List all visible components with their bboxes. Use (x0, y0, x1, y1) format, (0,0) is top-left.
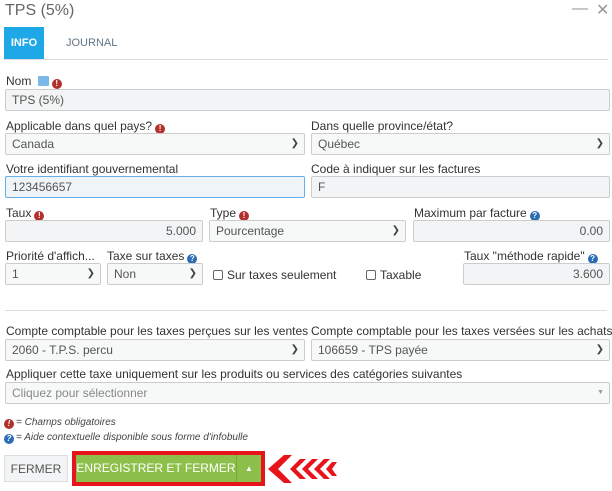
nom-label-text: Nom (6, 74, 32, 88)
required-icon: ! (34, 211, 45, 221)
legend-help: ? = Aide contextuelle disponible sous for… (4, 432, 248, 444)
categories-label: Appliquer cette taxe uniquement sur les … (6, 367, 463, 381)
help-icon: ? (4, 434, 14, 444)
pays-label-text: Applicable dans quel pays? (6, 119, 153, 133)
required-icon: ! (4, 419, 14, 429)
identifiant-input[interactable]: 123456657 (5, 176, 305, 198)
compte-achats-value: 106659 - TPS payée (318, 343, 428, 357)
legend-required-text: = Champs obligatoires (16, 417, 116, 428)
pays-select[interactable]: Canada ❯ (5, 133, 305, 155)
priorite-select[interactable]: 1 ❯ (5, 263, 101, 285)
categories-placeholder: Cliquez pour sélectionner (12, 386, 148, 400)
nom-label: Nom ! (6, 74, 62, 89)
compte-ventes-value: 2060 - T.P.S. percu (12, 343, 113, 357)
chevron-down-icon: ❯ (391, 225, 400, 236)
chevron-down-icon: ❯ (290, 344, 299, 355)
help-icon[interactable]: ? (587, 254, 598, 264)
taux-label: Taux! (6, 206, 45, 221)
tab-divider (4, 59, 608, 60)
tab-info[interactable]: INFO (4, 27, 44, 59)
province-select[interactable]: Québec ❯ (311, 133, 610, 155)
type-select[interactable]: Pourcentage ❯ (209, 220, 406, 242)
province-value: Québec (318, 137, 361, 151)
legend-required: ! = Champs obligatoires (4, 417, 116, 429)
code-label: Code à indiquer sur les factures (311, 162, 481, 176)
maximum-label-text: Maximum par facture (414, 206, 527, 220)
taux-rapide-label-text: Taux "méthode rapide" (464, 249, 585, 263)
help-icon[interactable]: ? (529, 211, 540, 221)
sur-taxes-seulement-checkbox[interactable]: Sur taxes seulement (213, 268, 336, 282)
type-value: Pourcentage (216, 224, 285, 238)
caret-down-icon: ▼ (597, 389, 604, 396)
save-highlight: ENREGISTRER ET FERMER ▲ (72, 451, 265, 486)
taux-label-text: Taux (6, 206, 32, 220)
nom-input[interactable]: TPS (5%) (5, 89, 610, 111)
legend-help-text: = Aide contextuelle disponible sous form… (16, 432, 248, 443)
sur-taxes-seulement-label: Sur taxes seulement (227, 268, 337, 282)
categories-select[interactable]: Cliquez pour sélectionner ▼ (5, 382, 610, 404)
pays-value: Canada (12, 137, 55, 151)
chevron-down-icon: ❯ (595, 344, 604, 355)
translate-icon[interactable] (37, 76, 49, 86)
chevron-down-icon: ❯ (86, 268, 95, 279)
section-divider (5, 310, 607, 311)
save-close-button[interactable]: ENREGISTRER ET FERMER (76, 461, 236, 475)
close-button[interactable]: FERMER (4, 455, 68, 482)
type-label-text: Type (210, 206, 237, 220)
maximum-label: Maximum par facture? (414, 206, 540, 221)
taxe-sur-taxes-select[interactable]: Non ❯ (107, 263, 203, 285)
pays-label: Applicable dans quel pays?! (6, 119, 166, 134)
taux-rapide-label: Taux "méthode rapide"? (464, 249, 598, 264)
checkbox-icon[interactable] (366, 270, 376, 280)
type-label: Type! (210, 206, 250, 221)
code-input[interactable]: F (311, 176, 610, 198)
taxe-sur-taxes-label: Taxe sur taxes? (107, 249, 198, 264)
province-label: Dans quelle province/état? (311, 119, 454, 133)
compte-ventes-select[interactable]: 2060 - T.P.S. percu ❯ (5, 339, 305, 361)
maximum-input[interactable]: 0.00 (413, 220, 610, 242)
chevron-down-icon: ❯ (188, 268, 197, 279)
minimize-icon[interactable]: — (572, 0, 588, 17)
compte-achats-label: Compte comptable pour les taxes versées … (311, 324, 612, 338)
save-options-caret-icon[interactable]: ▲ (236, 455, 261, 482)
taxable-label: Taxable (380, 268, 422, 282)
tab-journal[interactable]: JOURNAL (66, 37, 118, 49)
required-icon: ! (155, 124, 166, 134)
taux-input[interactable]: 5.000 (5, 220, 203, 242)
compte-ventes-label: Compte comptable pour les taxes perçues … (6, 324, 309, 338)
taxe-sur-taxes-value: Non (114, 267, 137, 281)
window-title: TPS (5%) (5, 2, 75, 19)
priorite-value: 1 (12, 267, 19, 281)
checkbox-icon[interactable] (213, 270, 223, 280)
required-icon: ! (51, 79, 62, 89)
priorite-label: Priorité d'affich... (6, 249, 95, 263)
compte-achats-select[interactable]: 106659 - TPS payée ❯ (311, 339, 610, 361)
taxe-sur-taxes-label-text: Taxe sur taxes (107, 249, 185, 263)
taux-rapide-input[interactable]: 3.600 (463, 263, 610, 285)
chevron-down-icon: ❯ (595, 138, 604, 149)
chevron-down-icon: ❯ (290, 138, 299, 149)
required-icon: ! (239, 211, 250, 221)
identifiant-label: Votre identifiant gouvernemental (6, 162, 179, 176)
taxable-checkbox[interactable]: Taxable (366, 268, 421, 282)
pointer-arrow-icon (268, 455, 337, 483)
close-icon[interactable]: ✕ (596, 2, 610, 19)
help-icon[interactable]: ? (187, 254, 198, 264)
